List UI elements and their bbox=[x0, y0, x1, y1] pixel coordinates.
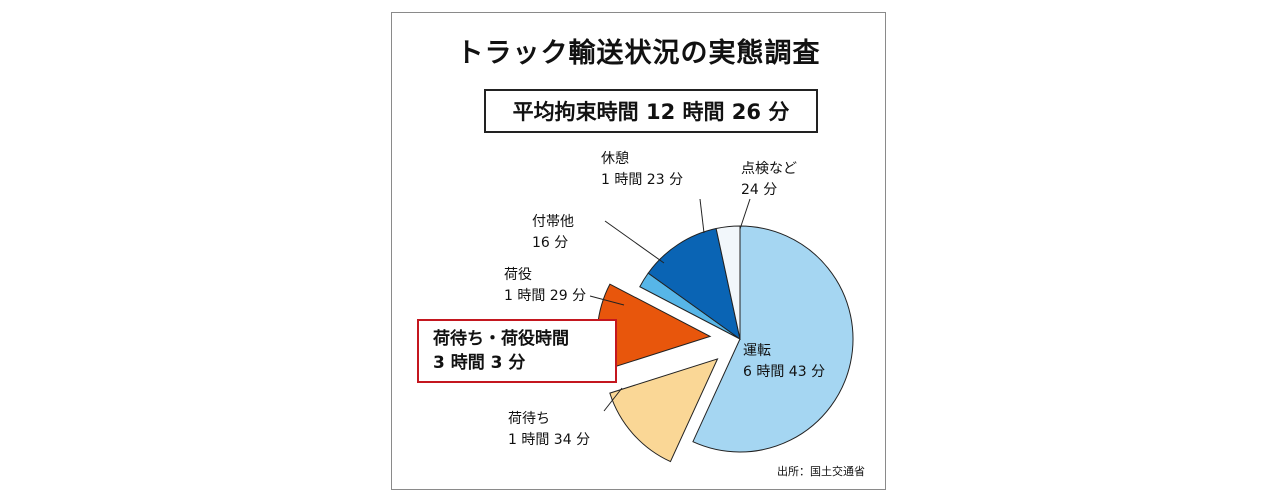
driving-label: 運転 bbox=[743, 343, 771, 359]
driving-value: 6 時間 43 分 bbox=[743, 364, 826, 380]
pie-slice-inspection bbox=[715, 225, 741, 340]
pie-slice-driving bbox=[692, 225, 854, 453]
source-note: 出所：国土交通省 bbox=[777, 465, 865, 478]
slice-label-rest: 休憩 1 時間 23 分 bbox=[601, 149, 683, 191]
chart-title: トラック輸送状況の実態調査 bbox=[456, 38, 821, 69]
rest-value: 1 時間 23 分 bbox=[601, 172, 684, 188]
pie-chart bbox=[589, 198, 854, 463]
average-hours-label: 平均拘束時間 12 時間 26 分 bbox=[512, 100, 790, 124]
slice-label-driving: 運転 6 時間 43 分 bbox=[743, 341, 825, 383]
slice-label-handling: 荷役 1 時間 29 分 bbox=[504, 265, 586, 307]
average-hours-box: 平均拘束時間 12 時間 26 分 bbox=[484, 89, 818, 133]
pie-slice-rest bbox=[647, 227, 741, 341]
rest-label: 休憩 bbox=[601, 151, 629, 167]
waiting-handling-value: 3 時間 3 分 bbox=[433, 353, 526, 373]
leader-incidental bbox=[604, 220, 665, 264]
slice-label-inspection: 点検など 24 分 bbox=[741, 159, 797, 201]
incidental-value: 16 分 bbox=[532, 235, 569, 251]
leader-handling bbox=[589, 295, 625, 306]
waiting-handling-title: 荷待ち・荷役時間 bbox=[433, 329, 569, 349]
slice-label-incidental: 付帯他 16 分 bbox=[532, 212, 574, 254]
leader-rest bbox=[699, 198, 705, 234]
chart-frame: トラック輸送状況の実態調査 平均拘束時間 12 時間 26 分 休憩 1 時間 … bbox=[391, 12, 886, 490]
handling-label: 荷役 bbox=[504, 267, 532, 283]
slice-label-waiting: 荷待ち 1 時間 34 分 bbox=[508, 409, 590, 451]
incidental-label: 付帯他 bbox=[532, 214, 574, 230]
pie-slice-waiting bbox=[609, 358, 719, 463]
handling-value: 1 時間 29 分 bbox=[504, 288, 587, 304]
waiting-handling-total-box: 荷待ち・荷役時間 3 時間 3 分 bbox=[417, 319, 617, 383]
inspection-value: 24 分 bbox=[741, 182, 778, 198]
waiting-value: 1 時間 34 分 bbox=[508, 432, 591, 448]
waiting-label: 荷待ち bbox=[508, 411, 550, 427]
leader-waiting bbox=[603, 387, 623, 412]
leader-inspection bbox=[739, 198, 751, 230]
inspection-label: 点検など bbox=[741, 161, 797, 177]
